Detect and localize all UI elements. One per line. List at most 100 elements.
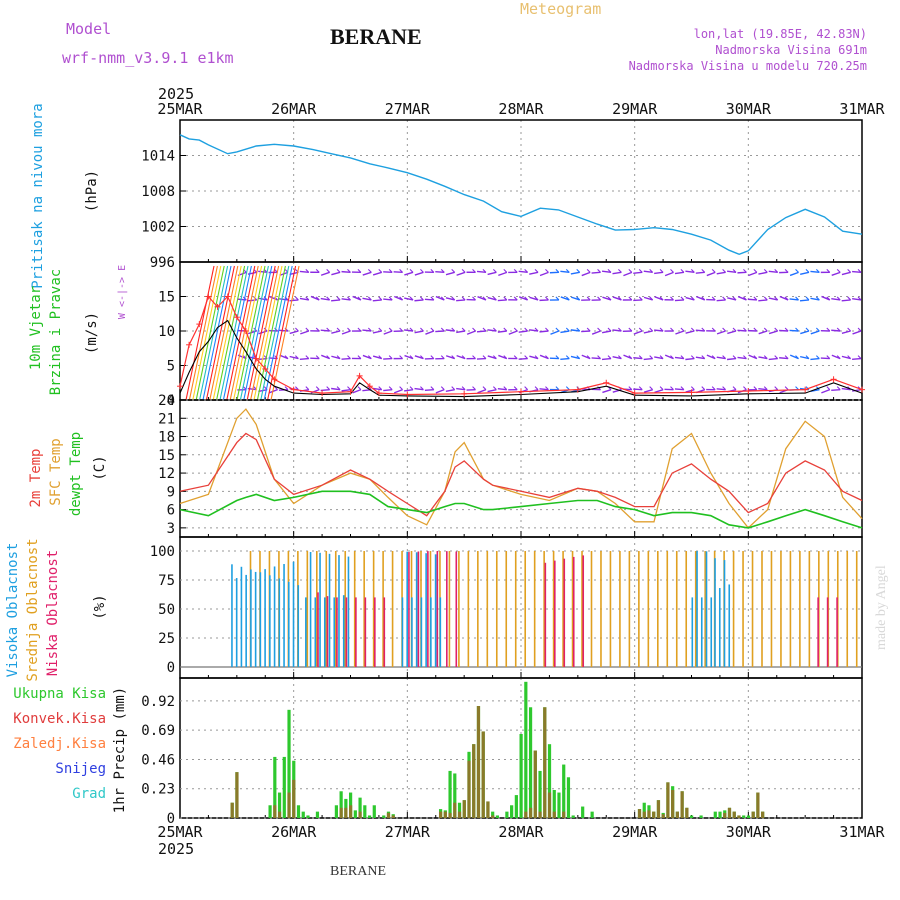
wind-arrow <box>831 388 841 392</box>
wind-arrow-head <box>378 327 383 332</box>
wind-arrow-head <box>743 355 747 359</box>
high-cloud-bar <box>273 566 276 667</box>
wind-arrow-head <box>565 355 570 359</box>
wind-arrow <box>758 271 768 275</box>
wind-arrow <box>393 388 403 394</box>
wind-arrow <box>602 330 612 334</box>
wind-arrow-head <box>451 268 456 273</box>
wind-arrow-head <box>534 327 539 332</box>
wind-arrow-head <box>680 386 685 391</box>
convective-precip-bar <box>476 706 481 818</box>
high-cloud-bar <box>319 552 321 667</box>
wind-arrow-head <box>597 296 601 301</box>
wind-arrow-head <box>597 327 601 332</box>
mid-cloud-bar <box>732 551 735 667</box>
wind-arrow <box>758 387 768 391</box>
high-cloud-bar <box>323 597 326 667</box>
wind-arrow-head <box>461 296 466 301</box>
wind-arrow <box>258 297 268 301</box>
wind-arrow-head <box>284 355 289 359</box>
wind-arrow <box>758 330 768 335</box>
mid-cloud-bar <box>647 551 650 667</box>
wind-arrow <box>841 299 851 302</box>
station-title: BERANE <box>330 24 422 49</box>
total-precip-bar <box>453 773 457 818</box>
mid-cloud-bar <box>344 551 347 667</box>
mid-cloud-bar <box>619 551 621 667</box>
wind-arrow <box>487 388 497 393</box>
total-precip-bar <box>491 811 495 818</box>
wind-arrow <box>331 271 341 276</box>
wind-arrow-head <box>399 296 403 301</box>
high-cloud-bar <box>235 578 238 667</box>
total-precip-bar <box>363 805 367 818</box>
wind-arrow <box>487 296 497 301</box>
wind-arrow-head <box>409 355 414 359</box>
wind-arrow <box>404 271 414 276</box>
high-cloud-bar <box>705 551 708 667</box>
model-label: Model <box>66 20 111 38</box>
mid-cloud-bar <box>325 551 328 667</box>
wind-arrow-head <box>753 327 758 332</box>
wind-arrow-head <box>763 296 768 301</box>
wind-arrow-head <box>659 327 664 332</box>
precip-legend-item: Konvek.Kisa <box>13 711 106 727</box>
wind-arrow <box>497 387 507 391</box>
high-cloud-bar <box>309 552 312 667</box>
convective-precip-bar <box>547 792 552 818</box>
wind-arrow-head <box>461 268 466 273</box>
wind-arrow-head <box>857 327 862 332</box>
wind-arrow-head <box>503 296 508 301</box>
wind-arrow <box>633 330 643 335</box>
watermark: made by Angel <box>874 565 889 650</box>
top-time-axis: 25MAR 26MAR 27MAR 28MAR 29MAR 30MAR 31MAR <box>157 100 885 118</box>
high-cloud-bar <box>434 554 437 667</box>
convective-precip-bar <box>344 807 348 818</box>
y-tick-label: 21 <box>158 411 175 427</box>
y-tick-label: 5 <box>167 359 175 375</box>
wind-arrow-head <box>857 296 862 301</box>
wind-arrow-head <box>399 327 403 332</box>
wind-arrow-head <box>784 386 789 391</box>
wind-arrow-head <box>503 268 508 273</box>
wind-arrow <box>643 330 653 334</box>
wind-arrow-head <box>305 327 310 332</box>
wind-arrow <box>581 330 591 333</box>
high-cloud-bar <box>439 597 442 667</box>
wind-arrow <box>529 271 539 275</box>
wind-arrow <box>424 298 434 301</box>
total-precip-bar <box>642 802 646 818</box>
wind-arrow <box>654 388 664 394</box>
y-tick-label: 1008 <box>141 184 175 200</box>
wind-arrow <box>487 329 497 332</box>
wind-arrow-head <box>784 355 789 359</box>
wind-arrow <box>810 330 820 335</box>
wind-arrow-head <box>836 355 841 359</box>
convective-precip-bar <box>666 782 670 818</box>
wind-arrow-head <box>628 355 633 359</box>
wind-arrow-head <box>315 296 320 301</box>
wind-arrow-head <box>315 355 320 359</box>
panel-frame <box>179 536 863 679</box>
wind-arrow <box>362 271 372 276</box>
total-precip-bar <box>358 797 362 818</box>
wind-arrow <box>737 356 747 360</box>
wind-arrow-head <box>534 355 539 359</box>
convective-precip-bar <box>481 731 485 818</box>
wind-arrow-head <box>295 355 299 359</box>
wind-arrow-head <box>482 296 487 301</box>
low-cloud-bar <box>554 560 556 667</box>
high-cloud-bar <box>328 553 331 667</box>
wind-arrow-head <box>701 355 706 359</box>
wind-arrow <box>591 330 601 335</box>
wind-arrow-head <box>597 355 601 359</box>
convective-precip-bar <box>723 812 727 818</box>
wind-arrow-head <box>618 268 622 273</box>
wind-arrow-head <box>690 355 695 359</box>
y-tick-label: 24 <box>158 393 175 409</box>
wind-arrow-head <box>420 268 424 273</box>
total-precip-bar <box>566 777 571 818</box>
wind-arrow-head <box>753 268 758 273</box>
wind-arrow-head <box>545 355 549 359</box>
wind-compass: W <-|-> E <box>117 265 128 319</box>
